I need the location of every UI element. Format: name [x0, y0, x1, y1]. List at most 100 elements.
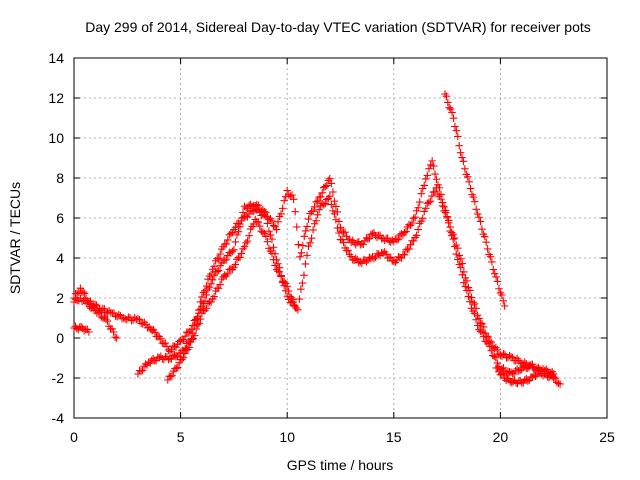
data-point-plus: [394, 253, 403, 261]
data-point-plus: [157, 334, 165, 343]
data-point-plus: [236, 253, 244, 262]
data-point-plus: [313, 211, 322, 219]
data-point-plus: [469, 193, 478, 201]
data-point-plus: [240, 242, 249, 251]
data-point-plus: [109, 328, 118, 336]
data-point-plus: [418, 184, 427, 193]
data-point-plus: [478, 225, 486, 233]
data-point-plus: [99, 314, 107, 322]
data-point-plus: [554, 379, 563, 388]
data-point-plus: [446, 105, 455, 113]
data-point-plus: [213, 267, 221, 276]
grid: [74, 58, 607, 418]
data-point-plus: [103, 317, 112, 325]
data-point-plus: [459, 157, 468, 166]
data-point-plus: [371, 253, 380, 261]
data-point-plus: [390, 257, 398, 265]
data-point-plus: [425, 198, 433, 207]
data-point-plus: [263, 237, 272, 246]
data-point-plus: [455, 251, 464, 260]
data-point-plus: [313, 197, 322, 205]
data-point-plus: [207, 298, 215, 306]
data-point-plus: [405, 245, 413, 253]
data-point-plus: [519, 379, 527, 387]
data-point-plus: [160, 339, 168, 348]
data-point-plus: [553, 378, 561, 387]
data-point-plus: [411, 213, 419, 221]
data-point-plus: [339, 238, 348, 247]
data-point-plus: [478, 320, 486, 328]
data-point-plus: [260, 211, 269, 219]
data-point-plus: [288, 191, 296, 199]
data-point-plus: [347, 252, 355, 261]
data-point-plus: [483, 245, 492, 253]
data-point-plus: [414, 225, 422, 234]
data-point-plus: [396, 253, 404, 262]
data-point-plus: [329, 188, 337, 196]
data-point-plus: [280, 196, 288, 205]
data-point-plus: [234, 227, 243, 236]
data-point-plus: [397, 254, 406, 262]
series-track-2: [70, 322, 93, 336]
data-point-plus: [233, 231, 241, 239]
data-point-plus: [243, 237, 252, 245]
series-track-5: [164, 215, 300, 384]
data-point-plus: [499, 371, 507, 379]
data-point-plus: [265, 227, 273, 235]
data-point-plus: [262, 212, 270, 221]
data-point-plus: [323, 195, 331, 204]
data-point-plus: [365, 234, 374, 243]
data-point-plus: [231, 238, 240, 246]
data-point-plus: [196, 305, 205, 313]
data-point-plus: [499, 350, 508, 358]
data-point-plus: [193, 320, 202, 329]
data-point-plus: [414, 203, 422, 212]
y-tick-label: 0: [56, 330, 64, 346]
data-point-plus: [173, 352, 182, 360]
data-point-plus: [489, 265, 498, 274]
data-point-plus: [472, 205, 480, 214]
data-point-plus: [422, 175, 430, 183]
data-point-plus: [228, 247, 237, 256]
data-point-plus: [431, 170, 439, 178]
data-point-plus: [449, 230, 457, 238]
data-point-plus: [214, 254, 223, 263]
data-point-plus: [400, 228, 409, 237]
data-point-plus: [224, 236, 232, 244]
data-point-plus: [139, 320, 147, 328]
data-point-plus: [473, 210, 482, 218]
data-point-plus: [172, 343, 180, 351]
data-point-plus: [210, 292, 218, 301]
data-point-plus: [243, 213, 252, 221]
data-point-plus: [208, 276, 217, 284]
y-tick-label: 6: [56, 210, 64, 226]
data-point-plus: [289, 295, 297, 304]
data-point-plus: [466, 184, 475, 193]
data-point-plus: [175, 358, 183, 367]
data-point-plus: [315, 205, 323, 214]
data-point-plus: [167, 355, 176, 363]
data-point-plus: [245, 231, 253, 240]
data-point-plus: [482, 238, 490, 246]
data-point-plus: [304, 242, 313, 250]
data-point-plus: [333, 224, 342, 232]
data-point-plus: [138, 366, 147, 375]
data-point-plus: [355, 258, 363, 267]
data-point-plus: [297, 285, 305, 293]
data-point-plus: [476, 217, 485, 226]
data-point-plus: [323, 181, 331, 190]
data-point-plus: [387, 253, 395, 262]
data-point-plus: [351, 254, 360, 262]
data-point-plus: [514, 367, 523, 375]
data-point-plus: [277, 210, 285, 218]
data-point-plus: [236, 220, 244, 228]
data-point-plus: [151, 328, 159, 337]
data-point-plus: [73, 289, 81, 298]
data-point-plus: [152, 356, 160, 365]
data-point-plus: [409, 237, 418, 245]
data-point-plus: [531, 372, 540, 381]
data-point-plus: [167, 345, 176, 354]
data-point-plus: [457, 263, 465, 272]
data-point-plus: [461, 274, 470, 282]
data-point-plus: [268, 217, 276, 225]
